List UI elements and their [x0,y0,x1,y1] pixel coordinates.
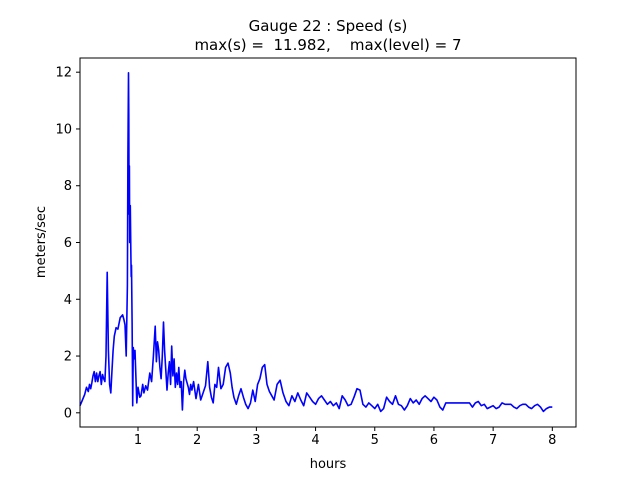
plot-frame [79,57,577,428]
y-tick-label: 10 [55,122,72,137]
y-tick-label: 2 [64,350,72,365]
chart-title: Gauge 22 : Speed (s) [249,17,408,35]
y-tick-label: 4 [64,293,72,308]
y-tick-label: 12 [55,66,72,81]
chart-subtitle: max(s) = 11.982, max(level) = 7 [194,36,461,54]
y-tick-label: 6 [64,236,72,251]
x-tick-label: 2 [193,433,201,448]
x-tick-label: 4 [311,433,319,448]
x-tick-label: 3 [252,433,260,448]
x-tick-label: 8 [548,433,556,448]
x-tick-label: 1 [134,433,142,448]
plot-area [79,72,553,413]
y-axis-label: meters/sec [34,206,49,278]
speed-series-line [79,72,553,413]
x-tick-label: 6 [430,433,438,448]
y-tick-label: 0 [64,406,72,421]
x-axis-label: hours [310,457,347,472]
x-tick-label: 5 [371,433,379,448]
y-tick-label: 8 [64,179,72,194]
x-tick-label: 7 [489,433,497,448]
